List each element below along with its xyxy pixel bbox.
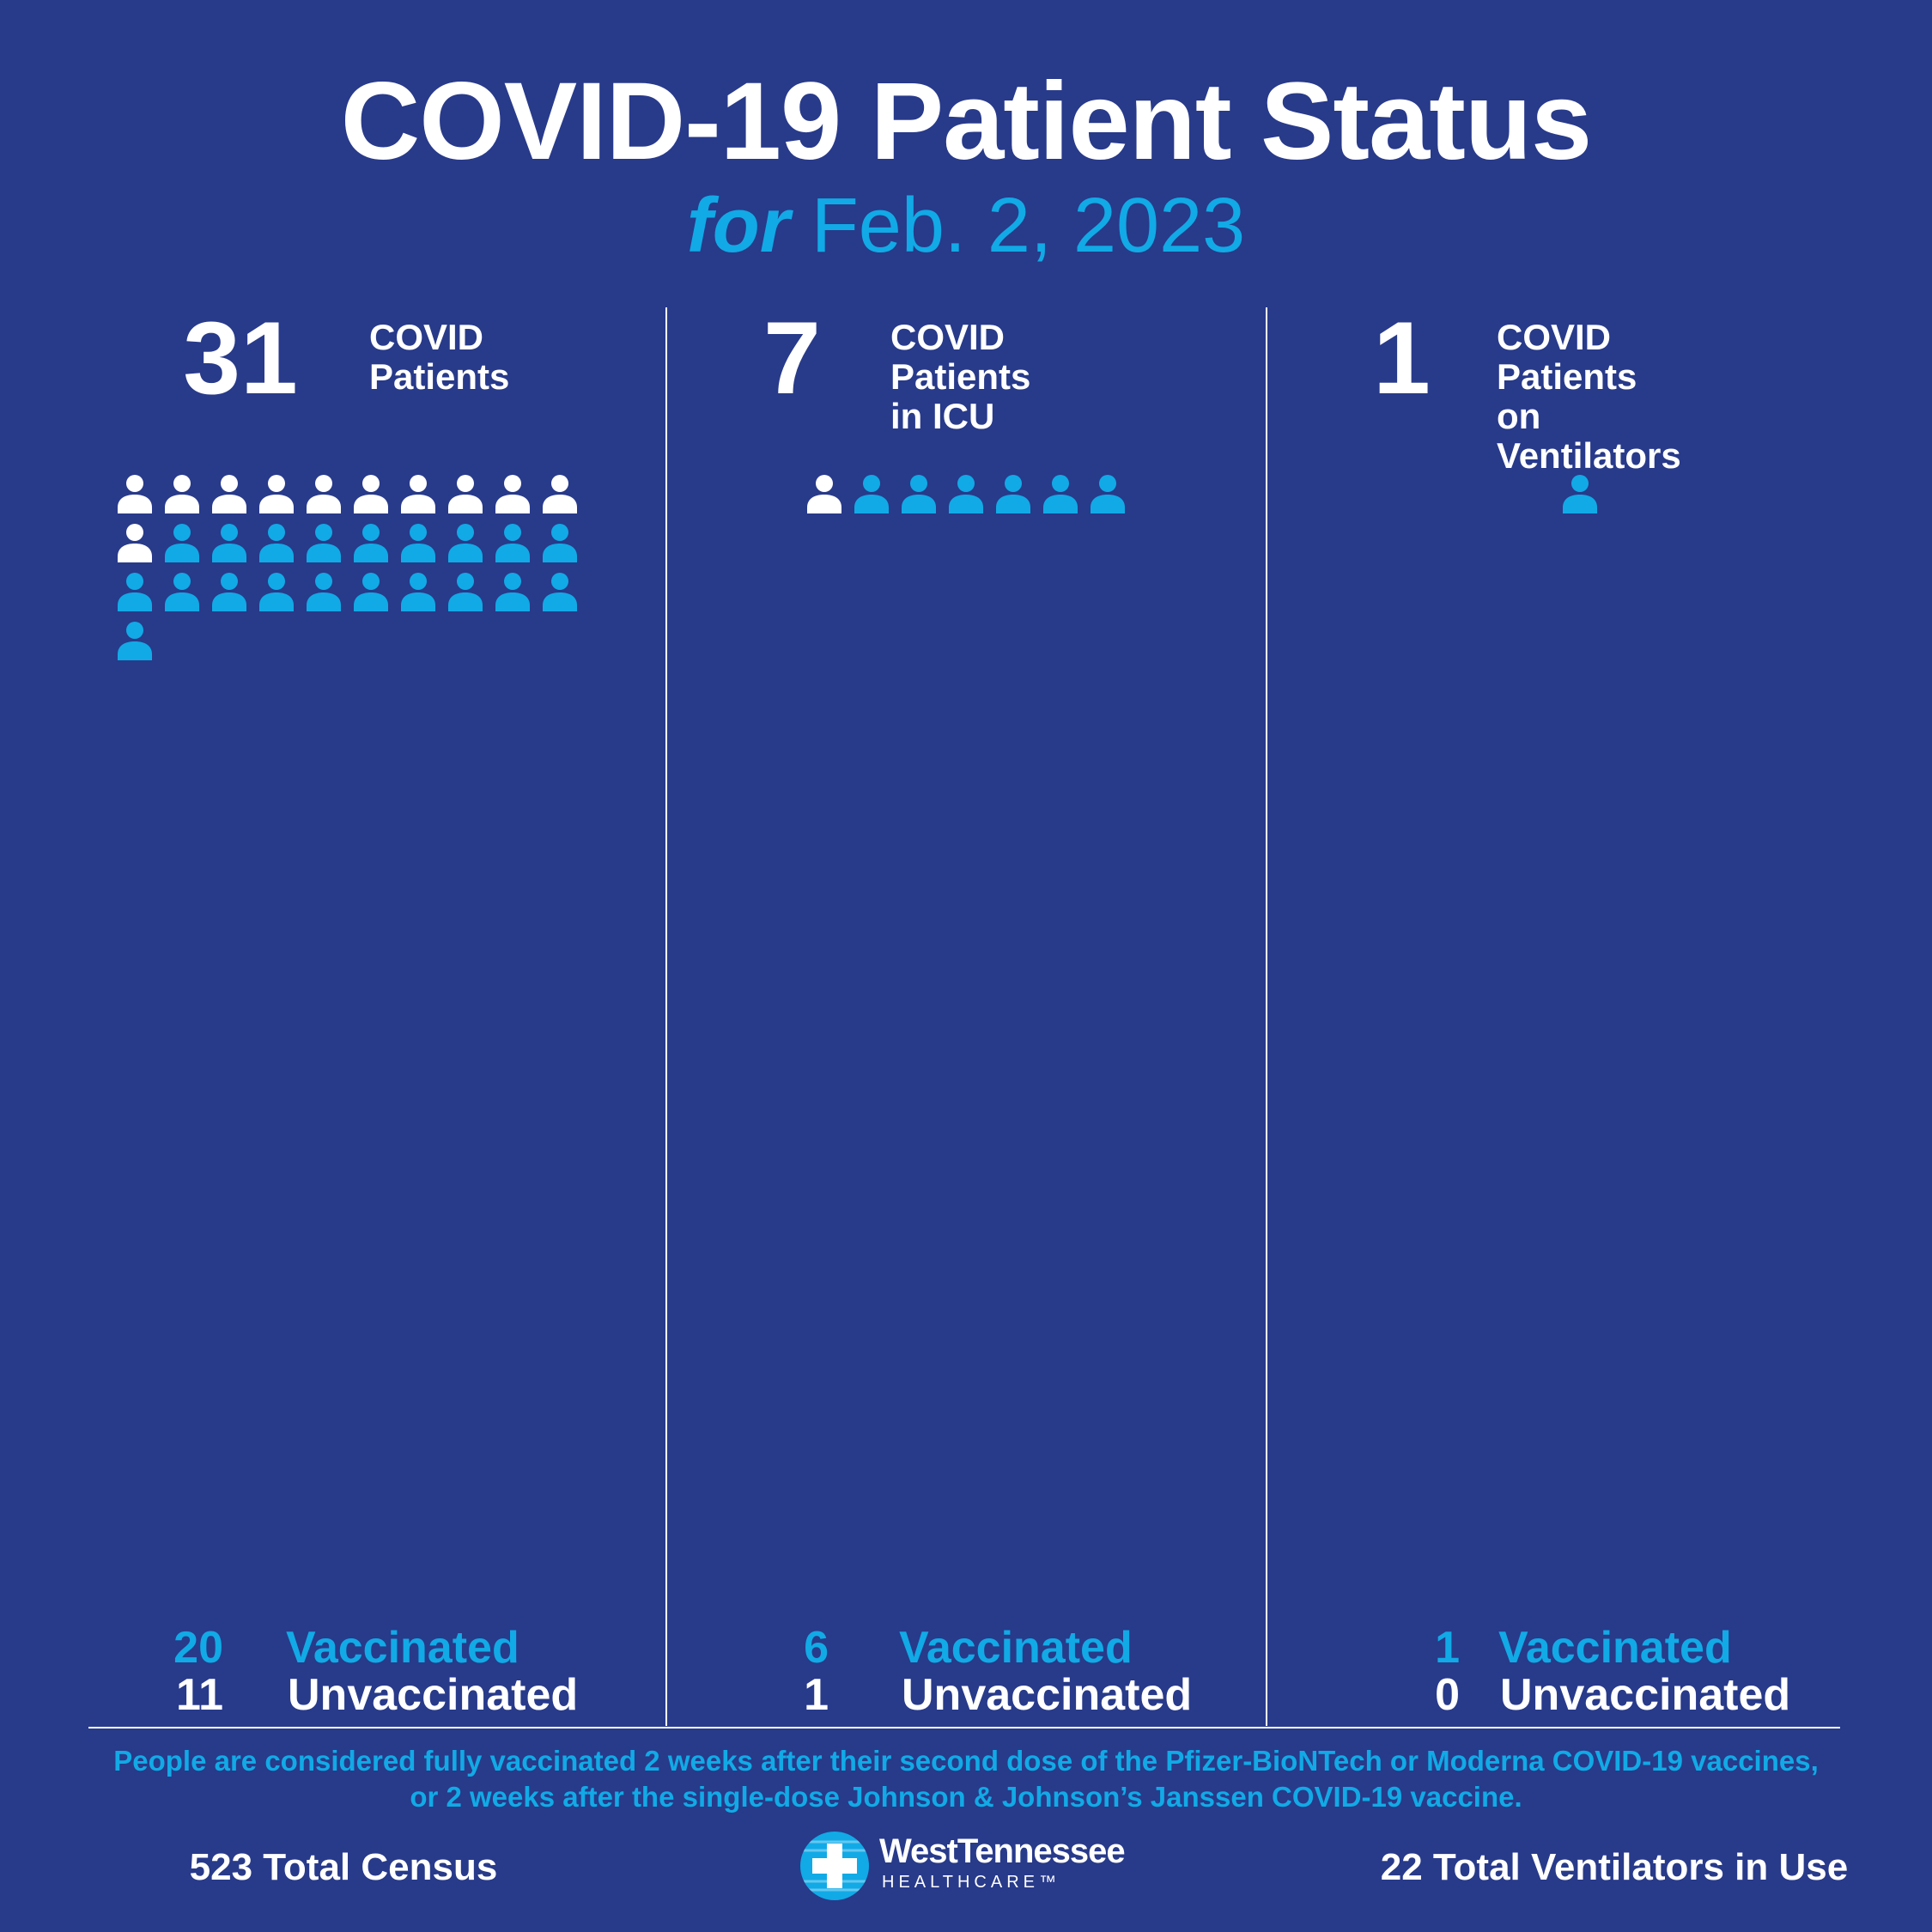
vaccinated-person-icon xyxy=(448,524,483,562)
page-subtitle: for Feb. 2, 2023 xyxy=(0,187,1932,264)
unvaccinated-label: Unvaccinated xyxy=(1500,1670,1791,1720)
vaccinated-label: Vaccinated xyxy=(1498,1623,1732,1673)
panel-count: 7 xyxy=(763,301,821,416)
unvaccinated-person-icon xyxy=(448,475,483,513)
unvaccinated-person-icon xyxy=(118,524,152,562)
vaccinated-label: Vaccinated xyxy=(899,1623,1133,1673)
unvaccinated-label: Unvaccinated xyxy=(902,1670,1193,1720)
footnote-line1: People are considered fully vaccinated 2… xyxy=(113,1745,1819,1777)
cross-logo-icon xyxy=(800,1832,869,1900)
column-divider-2 xyxy=(1266,307,1267,1726)
logo-subtitle: HEALTHCARE™ xyxy=(882,1873,1060,1892)
unvaccinated-label: Unvaccinated xyxy=(288,1670,579,1720)
unvaccinated-count: 11 xyxy=(176,1670,223,1720)
vaccinated-person-icon xyxy=(949,475,983,513)
west-tennessee-healthcare-logo: WestTennessee HEALTHCARE™ xyxy=(799,1827,1142,1905)
unvaccinated-person-icon xyxy=(495,475,530,513)
subtitle-for: for xyxy=(686,183,790,269)
vaccinated-person-icon xyxy=(118,622,152,660)
vaccinated-person-icon xyxy=(354,573,388,611)
vaccinated-count: 20 xyxy=(173,1623,223,1673)
panel-label-line1: COVID Patients xyxy=(890,317,1031,397)
vaccinated-person-icon xyxy=(118,573,152,611)
vaccinated-person-icon xyxy=(854,475,889,513)
footnote-line2: or 2 weeks after the single-dose Johnson… xyxy=(410,1781,1522,1813)
vaccinated-person-icon xyxy=(212,573,246,611)
unvaccinated-person-icon xyxy=(543,475,577,513)
vaccinated-count: 6 xyxy=(804,1623,829,1673)
vaccinated-person-icon xyxy=(495,524,530,562)
panel-label-line2: in ICU xyxy=(890,396,995,436)
vaccinated-person-icon xyxy=(401,573,435,611)
vaccinated-person-icon xyxy=(495,573,530,611)
unvaccinated-count: 0 xyxy=(1435,1670,1460,1720)
panel-label-line2: on Ventilators xyxy=(1497,396,1681,476)
vaccinated-person-icon xyxy=(996,475,1030,513)
unvaccinated-person-icon xyxy=(307,475,341,513)
total-census: 523 Total Census xyxy=(189,1846,498,1888)
vaccinated-person-icon xyxy=(1091,475,1125,513)
vaccinated-person-icon xyxy=(448,573,483,611)
vaccinated-person-icon xyxy=(543,524,577,562)
vaccinated-person-icon xyxy=(307,524,341,562)
vaccinated-person-icon xyxy=(307,573,341,611)
vaccinated-person-icon xyxy=(401,524,435,562)
vaccinated-label: Vaccinated xyxy=(286,1623,519,1673)
panel-label: COVID Patients in ICU xyxy=(890,318,1030,436)
panel-count: 1 xyxy=(1373,301,1431,416)
logo-name: WestTennessee xyxy=(879,1832,1126,1870)
footer-divider xyxy=(88,1727,1840,1728)
vaccinated-person-icon xyxy=(543,573,577,611)
vaccinated-person-icon xyxy=(165,573,199,611)
panel-count: 31 xyxy=(183,301,298,416)
unvaccinated-person-icon xyxy=(118,475,152,513)
vaccinated-person-icon xyxy=(1563,475,1597,513)
unvaccinated-person-icon xyxy=(807,475,841,513)
panel-label: COVID Patients xyxy=(369,318,509,397)
subtitle-date: Feb. 2, 2023 xyxy=(811,183,1246,269)
unvaccinated-count: 1 xyxy=(804,1670,829,1720)
vaccination-footnote: People are considered fully vaccinated 2… xyxy=(0,1743,1932,1815)
unvaccinated-person-icon xyxy=(165,475,199,513)
panel-label-line1: COVID Patients xyxy=(1497,317,1637,397)
unvaccinated-person-icon xyxy=(212,475,246,513)
vaccinated-person-icon xyxy=(259,524,294,562)
unvaccinated-person-icon xyxy=(354,475,388,513)
vaccinated-count: 1 xyxy=(1435,1623,1460,1673)
page-title: COVID-19 Patient Status xyxy=(340,60,1592,183)
unvaccinated-person-icon xyxy=(259,475,294,513)
vaccinated-person-icon xyxy=(354,524,388,562)
total-ventilators: 22 Total Ventilators in Use xyxy=(1380,1846,1849,1888)
vaccinated-person-icon xyxy=(259,573,294,611)
panel-label: COVID Patients on Ventilators xyxy=(1497,318,1681,476)
unvaccinated-person-icon xyxy=(401,475,435,513)
vaccinated-person-icon xyxy=(1043,475,1078,513)
vaccinated-person-icon xyxy=(902,475,936,513)
panel-label-line1: COVID xyxy=(369,317,484,357)
panel-label-line2: Patients xyxy=(369,356,510,397)
vaccinated-person-icon xyxy=(165,524,199,562)
column-divider-1 xyxy=(665,307,667,1726)
vaccinated-person-icon xyxy=(212,524,246,562)
